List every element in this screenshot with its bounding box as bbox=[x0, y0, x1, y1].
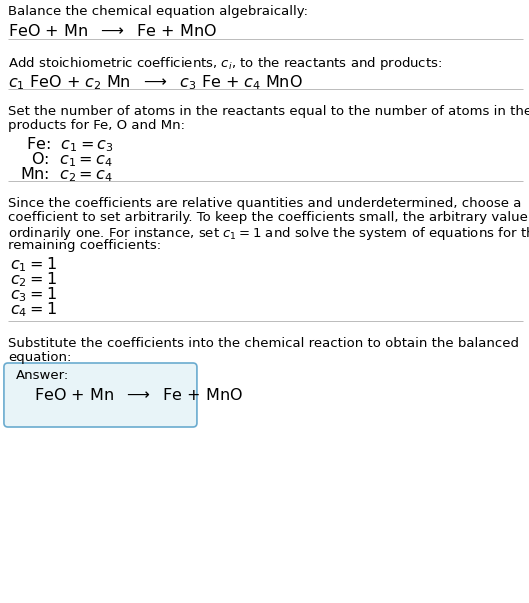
Text: $c_3 = 1$: $c_3 = 1$ bbox=[10, 285, 57, 304]
Text: $c_1 = 1$: $c_1 = 1$ bbox=[10, 255, 57, 274]
Text: Since the coefficients are relative quantities and underdetermined, choose a: Since the coefficients are relative quan… bbox=[8, 197, 521, 210]
Text: products for Fe, O and Mn:: products for Fe, O and Mn: bbox=[8, 119, 185, 132]
Text: ordinarily one. For instance, set $c_1 = 1$ and solve the system of equations fo: ordinarily one. For instance, set $c_1 =… bbox=[8, 225, 529, 242]
Text: remaining coefficients:: remaining coefficients: bbox=[8, 239, 161, 252]
Text: $c_2 = 1$: $c_2 = 1$ bbox=[10, 270, 57, 289]
Text: coefficient to set arbitrarily. To keep the coefficients small, the arbitrary va: coefficient to set arbitrarily. To keep … bbox=[8, 211, 529, 224]
Text: Substitute the coefficients into the chemical reaction to obtain the balanced: Substitute the coefficients into the che… bbox=[8, 337, 519, 350]
FancyBboxPatch shape bbox=[4, 363, 197, 427]
Text: Set the number of atoms in the reactants equal to the number of atoms in the: Set the number of atoms in the reactants… bbox=[8, 105, 529, 118]
Text: FeO + Mn  $\longrightarrow$  Fe + MnO: FeO + Mn $\longrightarrow$ Fe + MnO bbox=[34, 387, 243, 403]
Text: Add stoichiometric coefficients, $c_i$, to the reactants and products:: Add stoichiometric coefficients, $c_i$, … bbox=[8, 55, 442, 72]
Text: Fe:  $c_1 = c_3$: Fe: $c_1 = c_3$ bbox=[26, 135, 114, 154]
Text: $c_1$ FeO + $c_2$ Mn  $\longrightarrow$  $c_3$ Fe + $c_4$ MnO: $c_1$ FeO + $c_2$ Mn $\longrightarrow$ $… bbox=[8, 73, 303, 92]
Text: $c_4 = 1$: $c_4 = 1$ bbox=[10, 300, 57, 319]
Text: Mn:  $c_2 = c_4$: Mn: $c_2 = c_4$ bbox=[20, 165, 113, 184]
Text: O:  $c_1 = c_4$: O: $c_1 = c_4$ bbox=[26, 150, 113, 169]
Text: FeO + Mn  $\longrightarrow$  Fe + MnO: FeO + Mn $\longrightarrow$ Fe + MnO bbox=[8, 23, 217, 39]
Text: Balance the chemical equation algebraically:: Balance the chemical equation algebraica… bbox=[8, 5, 308, 18]
Text: equation:: equation: bbox=[8, 351, 71, 364]
Text: Answer:: Answer: bbox=[16, 369, 69, 382]
